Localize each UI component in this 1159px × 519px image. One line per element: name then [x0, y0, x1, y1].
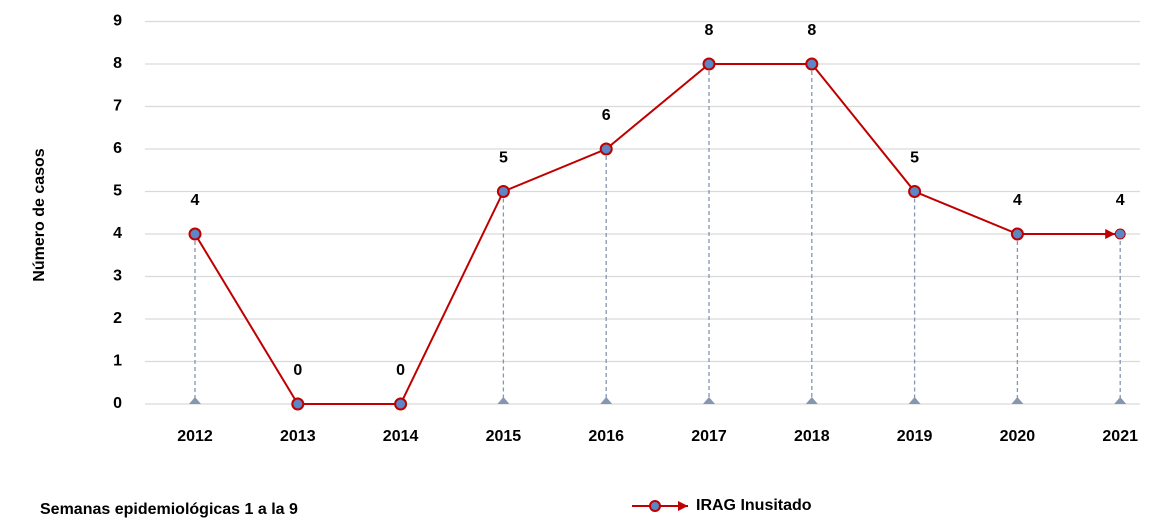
legend-label: IRAG Inusitado — [696, 497, 812, 514]
x-tick-label: 2018 — [794, 428, 830, 445]
x-tick-label: 2021 — [1102, 428, 1138, 445]
drop-triangle — [908, 397, 921, 404]
drop-triangle — [600, 397, 613, 404]
x-tick-label: 2016 — [588, 428, 624, 445]
series-line — [194, 63, 1121, 405]
drop-triangle — [805, 397, 818, 404]
data-label: 6 — [602, 107, 611, 124]
y-tick-label: 3 — [113, 268, 122, 285]
data-label: 4 — [1013, 192, 1022, 209]
point — [496, 185, 510, 198]
y-tick-label: 7 — [113, 98, 122, 115]
point — [1114, 228, 1126, 240]
y-tick-label: 5 — [113, 183, 122, 200]
data-label: 0 — [396, 362, 405, 379]
drop-triangle — [497, 397, 510, 404]
x-tick-label: 2020 — [1000, 428, 1036, 445]
point — [908, 185, 922, 198]
x-tick-label: 2019 — [897, 428, 933, 445]
data-label: 4 — [1116, 192, 1125, 209]
x-tick-label: 2014 — [383, 428, 419, 445]
point — [394, 397, 408, 411]
data-label: 8 — [705, 22, 714, 39]
data-label: 4 — [191, 192, 200, 209]
y-tick-label: 4 — [113, 225, 122, 242]
y-tick-label: 6 — [113, 140, 122, 157]
x-tick-label: 2013 — [280, 428, 316, 445]
legend-marker — [649, 500, 661, 512]
point — [702, 57, 716, 71]
point — [599, 142, 613, 156]
drop-triangle — [1114, 397, 1127, 404]
data-label: 0 — [293, 362, 302, 379]
data-label: 5 — [499, 150, 508, 167]
data-label: 5 — [910, 150, 919, 167]
x-tick-label: 2012 — [177, 428, 213, 445]
point — [291, 397, 305, 411]
y-tick-label: 9 — [113, 13, 122, 30]
y-tick-label: 8 — [113, 55, 122, 72]
drop-triangle — [703, 397, 715, 404]
drop-triangle — [189, 397, 201, 404]
y-axis-label: Número de casos — [31, 148, 48, 281]
annotation: Semanas epidemiológicas 1 a la 9 — [40, 501, 298, 518]
y-tick-label: 2 — [113, 310, 122, 327]
y-tick-label: 1 — [113, 353, 122, 370]
x-tick-label: 2017 — [691, 428, 727, 445]
point — [1010, 227, 1024, 241]
drop-triangle — [1011, 397, 1024, 404]
point — [805, 57, 819, 71]
x-tick-label: 2015 — [486, 428, 522, 445]
data-label: 8 — [807, 22, 816, 39]
y-tick-label: 0 — [113, 395, 122, 412]
point — [188, 227, 202, 241]
